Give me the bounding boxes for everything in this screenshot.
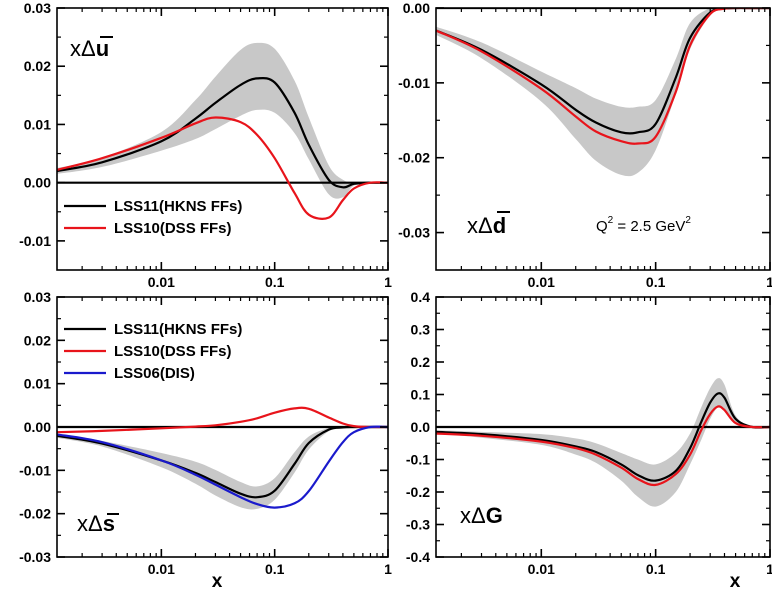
label-x-delta-sbar: xΔs [77,511,115,536]
y-tick-label: 0.01 [24,116,51,132]
label-x-delta-dbar: xΔd [467,213,506,238]
y-tick-label: 0.02 [24,58,51,74]
axes-frame [435,7,771,271]
panel-1: 0.01 0.1 1 0.03 0.02 0.01 0.00 -0.01 [19,0,392,290]
x-tick-label: 1 [766,561,772,577]
panel-2: 0.01 0.1 1 0.00 -0.01 -0.02 -0.03 [398,0,772,290]
x-tick-label: 1 [384,274,392,290]
y-tick-label: 0.00 [24,419,51,435]
x-tick-label: 1 [766,274,772,290]
y-tick-label: -0.03 [19,549,51,565]
x-tick-label: 0.01 [148,561,175,577]
series-lss11 [436,392,770,482]
x-axis-title: x [730,571,741,592]
y-tick-label: 0.0 [411,419,431,435]
series-lss10 [436,405,770,487]
y-tick-label: 0.2 [411,354,431,370]
legend-label-lss06: LSS06(DIS) [114,365,195,382]
x-tick-label: 0.1 [265,561,285,577]
y-tick-label: -0.3 [406,517,430,533]
y-tick-label: -0.01 [19,462,51,478]
uncertainty-band [436,378,770,507]
legend-panel-1: LSS11(HKNS FFs) LSS10(DSS FFs) [64,198,242,237]
y-tick-label: -0.02 [19,506,51,522]
x-axis-title: x [212,571,223,592]
y-tick-label: 0.00 [403,0,430,16]
series-lss11 [57,76,388,189]
x-tick-label: 0.1 [646,561,666,577]
legend-label-lss10: LSS10(DSS FFs) [114,343,232,360]
y-tick-label: 0.03 [24,289,51,305]
q2-annotation: Q2 = 2.5 GeV2 [596,215,691,235]
x-tick-label: 0.01 [528,274,555,290]
y-tick-label: 0.1 [411,387,431,403]
y-tick-label: 0.3 [411,322,431,338]
x-tick-label: 1 [384,561,392,577]
x-tick-label: 0.01 [528,561,555,577]
y-tick-label: 0.03 [24,0,51,16]
plot-area [436,8,770,177]
y-tick-label: 0.01 [24,376,51,392]
plot-area [57,42,388,220]
y-tick-label: -0.2 [406,484,430,500]
y-tick-label: -0.01 [398,75,430,91]
y-tick-label: 0.02 [24,332,51,348]
legend-label-lss11: LSS11(HKNS FFs) [114,321,242,338]
x-tick-label: 0.1 [265,274,285,290]
plot-area [436,378,770,507]
axes-frame [56,7,389,271]
series-lss10 [57,116,388,220]
y-tick-label: -0.02 [398,150,430,166]
y-tick-label: -0.4 [406,549,430,565]
uncertainty-band [57,42,388,199]
y-tick-label: 0.00 [24,175,51,191]
x-tick-label: 0.01 [148,274,175,290]
label-x-delta-ubar: xΔu [70,36,109,61]
y-tick-label: 0.4 [411,289,431,305]
uncertainty-band [436,8,770,177]
x-tick-label: 0.1 [646,274,666,290]
panel-4: 0.01 0.1 1 0.4 0.3 0.2 0.1 0.0 -0.1 -0.2 -0.3 -0.4 [406,289,772,577]
plot-area [57,406,388,510]
panel-3: 0.01 0.1 1 0.03 0.02 0.01 0.00 -0.01 -0.02 -0.03 [19,289,392,577]
y-tick-label: -0.03 [398,225,430,241]
y-tick-label: -0.01 [19,233,51,249]
label-x-delta-g: xΔG [460,503,503,528]
legend-panel-3: LSS11(HKNS FFs) LSS10(DSS FFs) LSS06(DIS) [64,321,242,382]
y-tick-label: -0.1 [406,452,430,468]
series-lss10 [57,406,388,434]
legend-label-lss10: LSS10(DSS FFs) [114,220,232,237]
series-lss06 [57,425,388,509]
uncertainty-band [57,426,388,510]
legend-label-lss11: LSS11(HKNS FFs) [114,198,242,215]
